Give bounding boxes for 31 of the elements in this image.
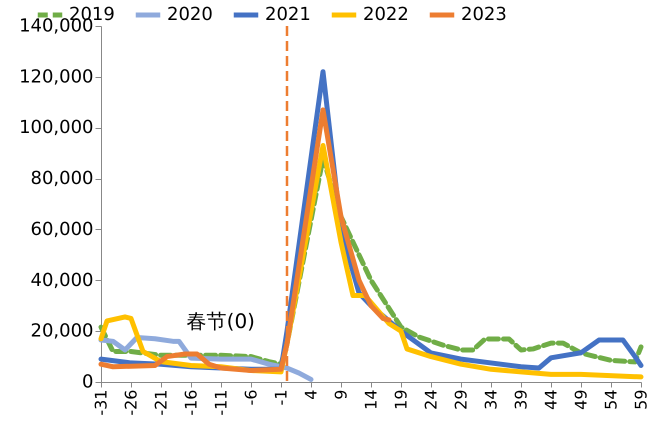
x-tick-label: -11 <box>212 390 230 416</box>
legend-label: 2021 <box>265 4 311 25</box>
y-tick-label: 40,000 <box>30 270 94 291</box>
x-tick-label: 14 <box>362 390 380 410</box>
x-tick-label: 19 <box>392 390 410 410</box>
legend-label: 2022 <box>363 4 409 25</box>
y-tick-label: 0 <box>82 372 94 392</box>
x-tick-label: 44 <box>542 390 560 410</box>
y-tick-label: 20,000 <box>30 320 94 342</box>
x-tick-label: -6 <box>242 390 260 406</box>
x-tick-label: 39 <box>512 390 530 410</box>
x-tick-label: 29 <box>452 390 470 410</box>
y-tick-label: 60,000 <box>30 218 94 240</box>
y-tick-label: 80,000 <box>30 168 94 190</box>
y-tick-label: 120,000 <box>19 66 94 88</box>
x-tick-label: 54 <box>602 390 620 410</box>
x-tick-label: 34 <box>482 390 500 410</box>
x-tick-label: 24 <box>422 390 440 410</box>
x-tick-label: 9 <box>332 390 350 400</box>
x-tick-label: 49 <box>572 390 590 410</box>
legend-label: 2023 <box>461 4 507 25</box>
x-tick-label: -26 <box>122 390 140 416</box>
x-tick-label: 4 <box>302 390 320 400</box>
x-tick-label: -1 <box>272 390 290 406</box>
x-tick-label: -21 <box>152 390 170 416</box>
x-tick-label: -16 <box>182 390 200 416</box>
x-tick-label: -31 <box>92 390 110 416</box>
ref-line-label: 春节(0) <box>186 309 255 333</box>
y-tick-label: 100,000 <box>19 117 94 138</box>
x-tick-label: 59 <box>632 390 650 410</box>
legend-label: 2020 <box>167 4 213 25</box>
